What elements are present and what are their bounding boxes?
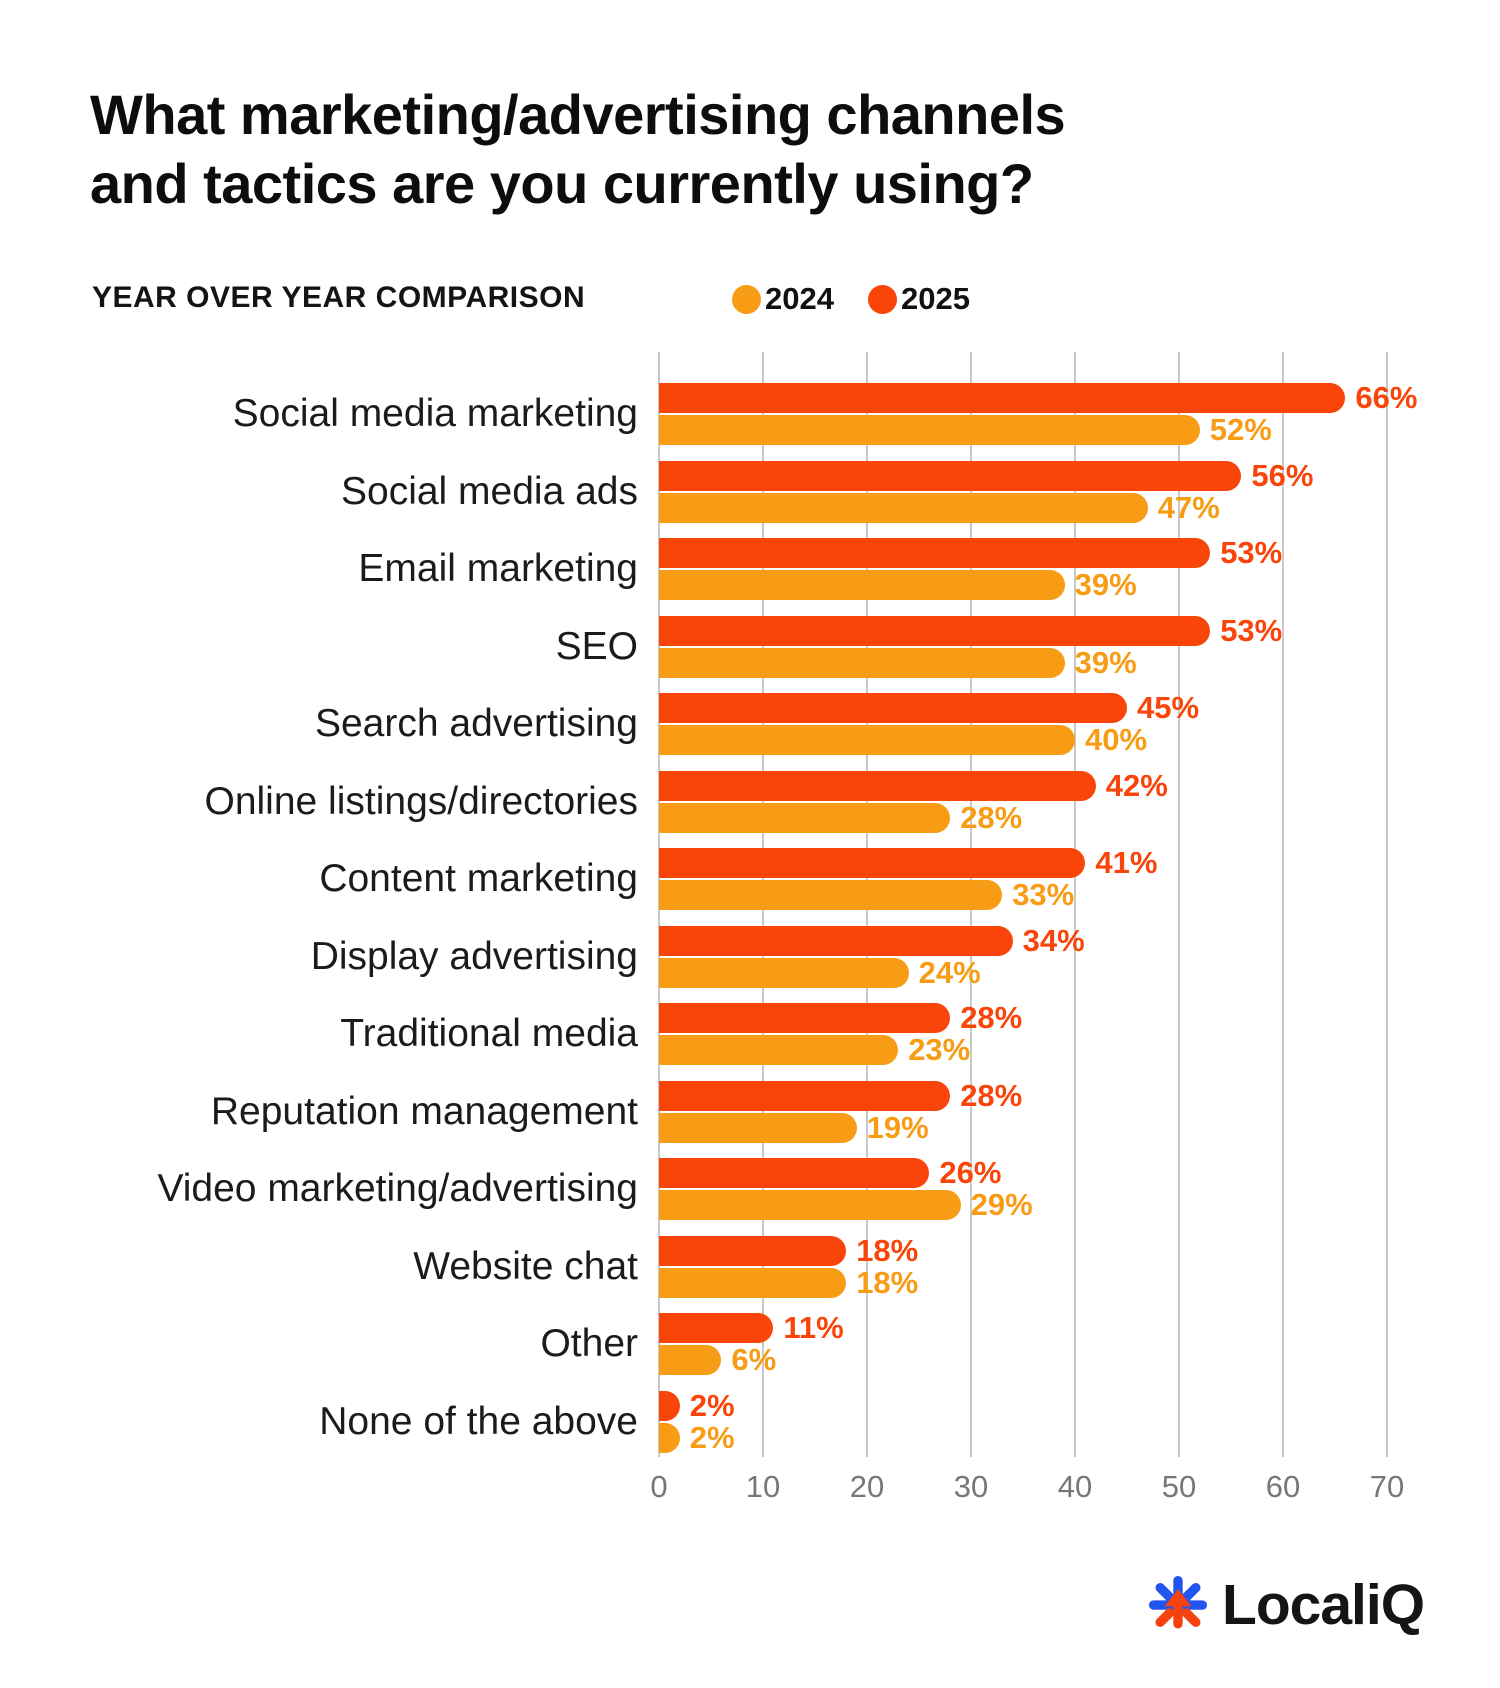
bar-2024: [659, 957, 909, 988]
bar-2024: [659, 1035, 899, 1065]
bar-2025: [659, 693, 1127, 723]
gridline: [1178, 352, 1180, 1457]
value-label-2025: 41%: [1095, 845, 1158, 880]
legend-label-2024: 2024: [765, 281, 834, 316]
category-label: Reputation management: [210, 1089, 638, 1133]
category-label: Social media marketing: [232, 392, 638, 435]
legend-item-2025: 2025: [867, 281, 970, 317]
bar-2025: [659, 1158, 930, 1188]
category-label: None of the above: [319, 1399, 638, 1443]
category-label: SEO: [555, 624, 638, 668]
localiq-wordmark: LocaliQ: [1222, 1573, 1425, 1637]
bar-chart: Social media marketing 66% 52% Social media…: [0, 347, 1500, 1527]
value-label-2025: 2%: [689, 1387, 735, 1423]
bar-2025: [659, 925, 1013, 956]
value-label-2024: 19%: [866, 1109, 929, 1145]
x-tick-label: 50: [1161, 1469, 1197, 1504]
bar-2025: [659, 615, 1211, 646]
chart-subtitle: YEAR OVER YEAR COMPARISON: [92, 281, 586, 314]
bar-2025: [659, 538, 1211, 568]
value-label-2024: 39%: [1074, 644, 1137, 680]
bar-2024: [659, 880, 1003, 910]
value-label-2025: 28%: [960, 1077, 1023, 1113]
gridline: [1282, 352, 1284, 1457]
x-tick-label: 60: [1265, 1469, 1301, 1504]
bar-2024: [659, 570, 1065, 600]
bar-2025: [659, 848, 1086, 878]
category-label: Website chat: [413, 1244, 638, 1288]
bar-2024: [659, 647, 1065, 678]
value-label-2024: 29%: [970, 1187, 1033, 1222]
value-label-2025: 11%: [783, 1310, 844, 1345]
category-label: Search advertising: [314, 702, 638, 745]
value-label-2024: 24%: [918, 954, 981, 990]
chart-title: What marketing/advertising channels and t…: [90, 80, 1370, 218]
value-label-2025: 26%: [939, 1155, 1002, 1190]
bar-2025: [659, 770, 1096, 801]
bar-2024: [659, 1190, 961, 1220]
chart-title-line1: What marketing/advertising channels: [90, 83, 1066, 146]
category-label: Video marketing/advertising: [157, 1167, 638, 1210]
localiq-asterisk-arrow-icon: [1148, 1575, 1208, 1629]
value-label-2025: 28%: [960, 1000, 1023, 1035]
legend-label-2025: 2025: [900, 281, 970, 316]
value-label-2024: 2%: [689, 1419, 735, 1455]
x-tick-label: 30: [953, 1469, 989, 1504]
bar-2025: [659, 460, 1242, 491]
value-label-2025: 45%: [1137, 690, 1200, 725]
value-label-2025: 53%: [1220, 612, 1283, 648]
category-label: Online listings/directories: [204, 779, 638, 823]
value-label-2024: 39%: [1074, 567, 1137, 602]
gridline: [1386, 352, 1388, 1457]
bar-2025: [659, 383, 1346, 413]
value-label-2025: 42%: [1105, 767, 1168, 803]
value-label-2025: 18%: [856, 1232, 919, 1268]
value-label-2024: 18%: [856, 1264, 919, 1300]
category-label: Social media ads: [341, 469, 638, 513]
x-tick-label: 0: [650, 1469, 668, 1504]
legend-dot-2024-icon: [732, 284, 761, 314]
category-label: Email marketing: [358, 547, 638, 590]
chart-title-line2: and tactics are you currently using?: [90, 152, 1034, 215]
bar-2024: [659, 1267, 847, 1298]
x-tick-label: 70: [1369, 1469, 1405, 1504]
gridline: [1074, 352, 1076, 1457]
category-label: Other: [540, 1322, 638, 1365]
x-tick-label: 20: [849, 1469, 885, 1504]
value-label-2024: 47%: [1157, 489, 1220, 525]
bar-2025: [659, 1235, 847, 1266]
value-label-2024: 33%: [1012, 877, 1075, 912]
category-label: Display advertising: [310, 934, 638, 978]
bar-2025: [659, 1003, 951, 1033]
value-label-2024: 52%: [1209, 412, 1272, 447]
legend: 2024 2025: [732, 281, 970, 317]
legend-dot-2025-icon: [867, 284, 897, 314]
category-label: Content marketing: [319, 857, 638, 900]
localiq-logo: LocaliQ: [1148, 1572, 1425, 1638]
bar-2024: [659, 1345, 722, 1375]
value-label-2025: 56%: [1251, 457, 1314, 493]
value-label-2024: 23%: [908, 1032, 971, 1067]
value-label-2025: 66%: [1355, 380, 1418, 415]
bar-2025: [659, 1390, 680, 1421]
value-label-2024: 6%: [731, 1342, 777, 1377]
bar-2024: [659, 415, 1200, 445]
value-label-2024: 40%: [1085, 722, 1148, 757]
bar-2024: [659, 725, 1075, 755]
legend-item-2024: 2024: [732, 281, 834, 317]
bar-2025: [659, 1313, 774, 1343]
category-label: Traditional media: [340, 1012, 638, 1055]
bar-2024: [659, 1112, 857, 1143]
x-tick-label: 40: [1057, 1469, 1093, 1504]
value-label-2024: 28%: [960, 799, 1023, 835]
value-label-2025: 34%: [1022, 922, 1085, 958]
bar-2024: [659, 492, 1148, 523]
value-label-2025: 53%: [1220, 535, 1283, 570]
x-tick-label: 10: [745, 1469, 781, 1504]
bar-2024: [659, 802, 951, 833]
bar-2024: [659, 1422, 680, 1453]
bar-2025: [659, 1080, 951, 1111]
